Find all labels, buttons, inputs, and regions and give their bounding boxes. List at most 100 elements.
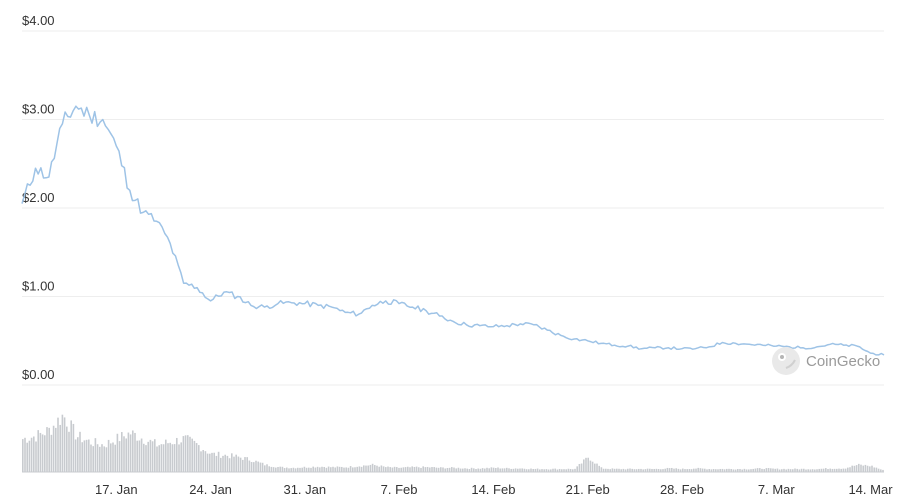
volume-bar	[341, 466, 343, 472]
volume-bar	[833, 468, 836, 472]
volume-bar	[402, 467, 405, 472]
volume-bar	[800, 468, 803, 472]
volume-bar	[358, 466, 361, 472]
volume-bar	[453, 467, 455, 472]
volume-bar	[143, 443, 145, 472]
volume-bar	[618, 468, 620, 472]
volume-bar	[400, 467, 402, 472]
volume-bar	[466, 468, 468, 472]
volume-bar	[270, 466, 273, 472]
volume-bar	[413, 466, 416, 472]
volume-bar	[668, 468, 671, 472]
volume-bar	[712, 469, 715, 472]
volume-bar	[501, 468, 504, 472]
volume-bar	[391, 467, 394, 472]
volume-bar	[398, 467, 400, 472]
volume-bar	[28, 440, 31, 472]
volume-bar	[154, 439, 156, 472]
volume-bar	[552, 468, 554, 472]
volume-bar	[635, 469, 638, 472]
volume-bar	[30, 437, 33, 472]
volume-bar	[484, 468, 486, 472]
volume-bar	[48, 427, 50, 472]
volume-bar	[255, 460, 257, 472]
volume-bar	[770, 468, 772, 472]
volume-bar	[774, 468, 776, 472]
volume-bar	[250, 462, 253, 472]
volume-bar	[277, 467, 279, 472]
volume-bar	[488, 468, 490, 472]
volume-bar	[138, 440, 141, 472]
volume-bar	[404, 467, 407, 472]
volume-bar	[664, 468, 666, 472]
volume-bar	[547, 469, 550, 472]
volume-bar	[730, 469, 732, 472]
volume-bar	[849, 467, 851, 472]
volume-bar	[633, 469, 636, 472]
volume-bar	[145, 445, 147, 472]
volume-bar	[462, 468, 464, 472]
volume-bar	[569, 469, 572, 472]
volume-bar	[499, 468, 501, 472]
volume-bar	[556, 469, 559, 472]
volume-bar	[616, 468, 618, 472]
volume-bar	[728, 468, 730, 472]
volume-bar	[167, 443, 169, 472]
volume-bar	[558, 468, 561, 472]
x-tick-label: 7. Feb	[381, 482, 418, 497]
volume-bar	[121, 432, 123, 472]
volume-bar	[349, 466, 352, 472]
volume-bar	[585, 457, 587, 472]
volume-bar	[688, 469, 691, 472]
volume-bar	[574, 468, 576, 472]
volume-bar	[719, 468, 721, 472]
volume-bar	[607, 468, 609, 472]
volume-bar	[609, 469, 611, 472]
volume-bar	[85, 439, 88, 472]
volume-bar	[497, 467, 499, 472]
volume-bar	[356, 466, 358, 472]
volume-bar	[156, 446, 158, 472]
volume-bar	[103, 446, 105, 472]
volume-bar	[761, 468, 763, 472]
volume-bar	[151, 441, 154, 472]
volume-bar	[756, 468, 759, 472]
volume-bar	[550, 469, 552, 472]
volume-bar	[171, 444, 174, 472]
volume-bar	[178, 444, 180, 472]
volume-bar	[532, 468, 534, 472]
volume-bar	[567, 468, 570, 472]
volume-bar	[237, 456, 240, 472]
volume-bar	[354, 467, 356, 472]
volume-bar	[292, 467, 295, 472]
volume-bar	[204, 451, 207, 472]
volume-bar	[200, 451, 202, 472]
volume-bar	[814, 469, 816, 472]
volume-bar	[55, 427, 57, 472]
volume-bar	[184, 435, 187, 472]
volume-bar	[422, 466, 424, 472]
volume-bar	[206, 453, 209, 472]
volume-bar	[836, 468, 838, 472]
volume-bar	[723, 469, 726, 472]
volume-bar	[508, 468, 510, 472]
volume-bar	[220, 457, 222, 472]
volume-bar	[809, 469, 812, 472]
volume-bar	[816, 469, 818, 472]
volume-bar	[211, 452, 213, 472]
volume-bar	[671, 467, 673, 472]
volume-bar	[393, 466, 396, 472]
volume-bar	[662, 469, 664, 472]
volume-bar	[343, 467, 345, 472]
volume-bar	[745, 469, 748, 472]
volume-bar	[622, 468, 625, 472]
volume-bar	[125, 438, 127, 472]
volume-bar	[743, 468, 746, 472]
volume-bar	[105, 447, 108, 472]
volume-bar	[180, 442, 182, 472]
volume-bar	[638, 468, 640, 472]
x-tick-label: 28. Feb	[660, 482, 704, 497]
volume-bar	[50, 434, 53, 472]
volume-bar	[92, 446, 94, 472]
volume-bar	[750, 469, 752, 472]
